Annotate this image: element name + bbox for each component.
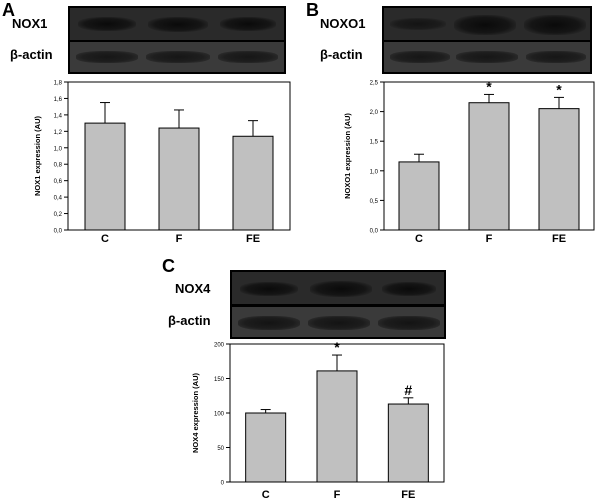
bar-fe <box>232 135 274 231</box>
blot-label-noxo1: NOXO1 <box>320 16 366 31</box>
y-tick-label: 1,4 <box>54 113 63 119</box>
western-blot-nox4 <box>230 270 446 306</box>
significance-marker: * <box>334 339 340 355</box>
bar-f <box>468 102 510 231</box>
category-label: F <box>334 489 341 501</box>
category-label: F <box>176 233 183 245</box>
y-tick-label: 50 <box>217 446 224 452</box>
bar-f <box>158 127 200 231</box>
y-tick-label: 0,4 <box>54 196 63 202</box>
y-axis-label: NOX1 expression (AU) <box>33 115 42 196</box>
y-tick-label: 0,0 <box>370 229 379 235</box>
y-tick-label: 150 <box>214 377 225 383</box>
y-tick-label: 1,5 <box>370 140 379 146</box>
western-blot-beta-actin-a <box>68 40 286 74</box>
significance-marker: * <box>556 81 562 97</box>
bar-fe <box>387 403 429 483</box>
panel-letter-b: B <box>306 0 319 20</box>
bar-f <box>316 370 358 483</box>
category-label: F <box>486 233 493 245</box>
bar-fe <box>538 108 580 231</box>
blot-label-beta-actin-c: β-actin <box>168 313 211 328</box>
category-label: FE <box>401 489 415 501</box>
western-blot-beta-actin-b <box>382 40 592 74</box>
y-tick-label: 0,6 <box>54 179 63 185</box>
y-axis-label: NOX4 expression (AU) <box>191 372 200 453</box>
y-tick-label: 100 <box>214 412 225 418</box>
y-tick-label: 0,8 <box>54 163 63 169</box>
y-axis-label: NOXO1 expression (AU) <box>343 113 352 199</box>
panel-letter-c: C <box>162 256 175 276</box>
western-blot-noxo1 <box>382 6 592 43</box>
significance-marker: * <box>486 78 492 94</box>
chart-noxo1: 0,0 0,5 1,0 1,5 2,0 2,5 NOXO1 expression (AU) C… <box>343 78 595 245</box>
category-label: C <box>262 489 270 501</box>
y-tick-label: 0,2 <box>54 212 63 218</box>
western-blot-nox1 <box>68 6 286 43</box>
y-tick-label: 1,0 <box>54 146 63 152</box>
y-tick-label: 2,5 <box>370 81 379 87</box>
y-tick-label: 200 <box>214 343 225 349</box>
y-tick-label: 1,2 <box>54 130 63 136</box>
bar-c <box>398 161 440 231</box>
blot-label-beta-actin-b: β-actin <box>320 47 363 62</box>
category-label: FE <box>552 233 566 245</box>
blot-label-nox4: NOX4 <box>175 281 211 296</box>
y-tick-label: 0,5 <box>370 199 379 205</box>
bar-c <box>84 122 126 231</box>
category-label: C <box>415 233 423 245</box>
bar-c <box>245 412 287 483</box>
chart-nox1: 0,0 0,2 0,4 0,6 0,8 1,0 1,2 1,4 1,6 1,8 NOX1 expre… <box>33 81 291 245</box>
y-tick-label: 1,8 <box>54 81 63 87</box>
y-tick-label: 1,0 <box>370 169 379 175</box>
y-tick-label: 0,0 <box>54 229 63 235</box>
category-label: FE <box>246 233 260 245</box>
panel-letter-a: A <box>2 0 15 20</box>
blot-label-nox1: NOX1 <box>12 16 48 31</box>
y-tick-label: 1,6 <box>54 97 63 103</box>
y-tick-label: 0 <box>221 481 225 487</box>
blot-label-beta-actin-a: β-actin <box>10 47 53 62</box>
western-blot-beta-actin-c <box>230 305 446 339</box>
significance-marker: # <box>404 382 412 398</box>
y-tick-label: 2,0 <box>370 110 379 116</box>
chart-nox4: 0 50 100 150 200 NOX4 expression (AU) C * F # FE <box>191 339 445 501</box>
category-label: C <box>101 233 109 245</box>
